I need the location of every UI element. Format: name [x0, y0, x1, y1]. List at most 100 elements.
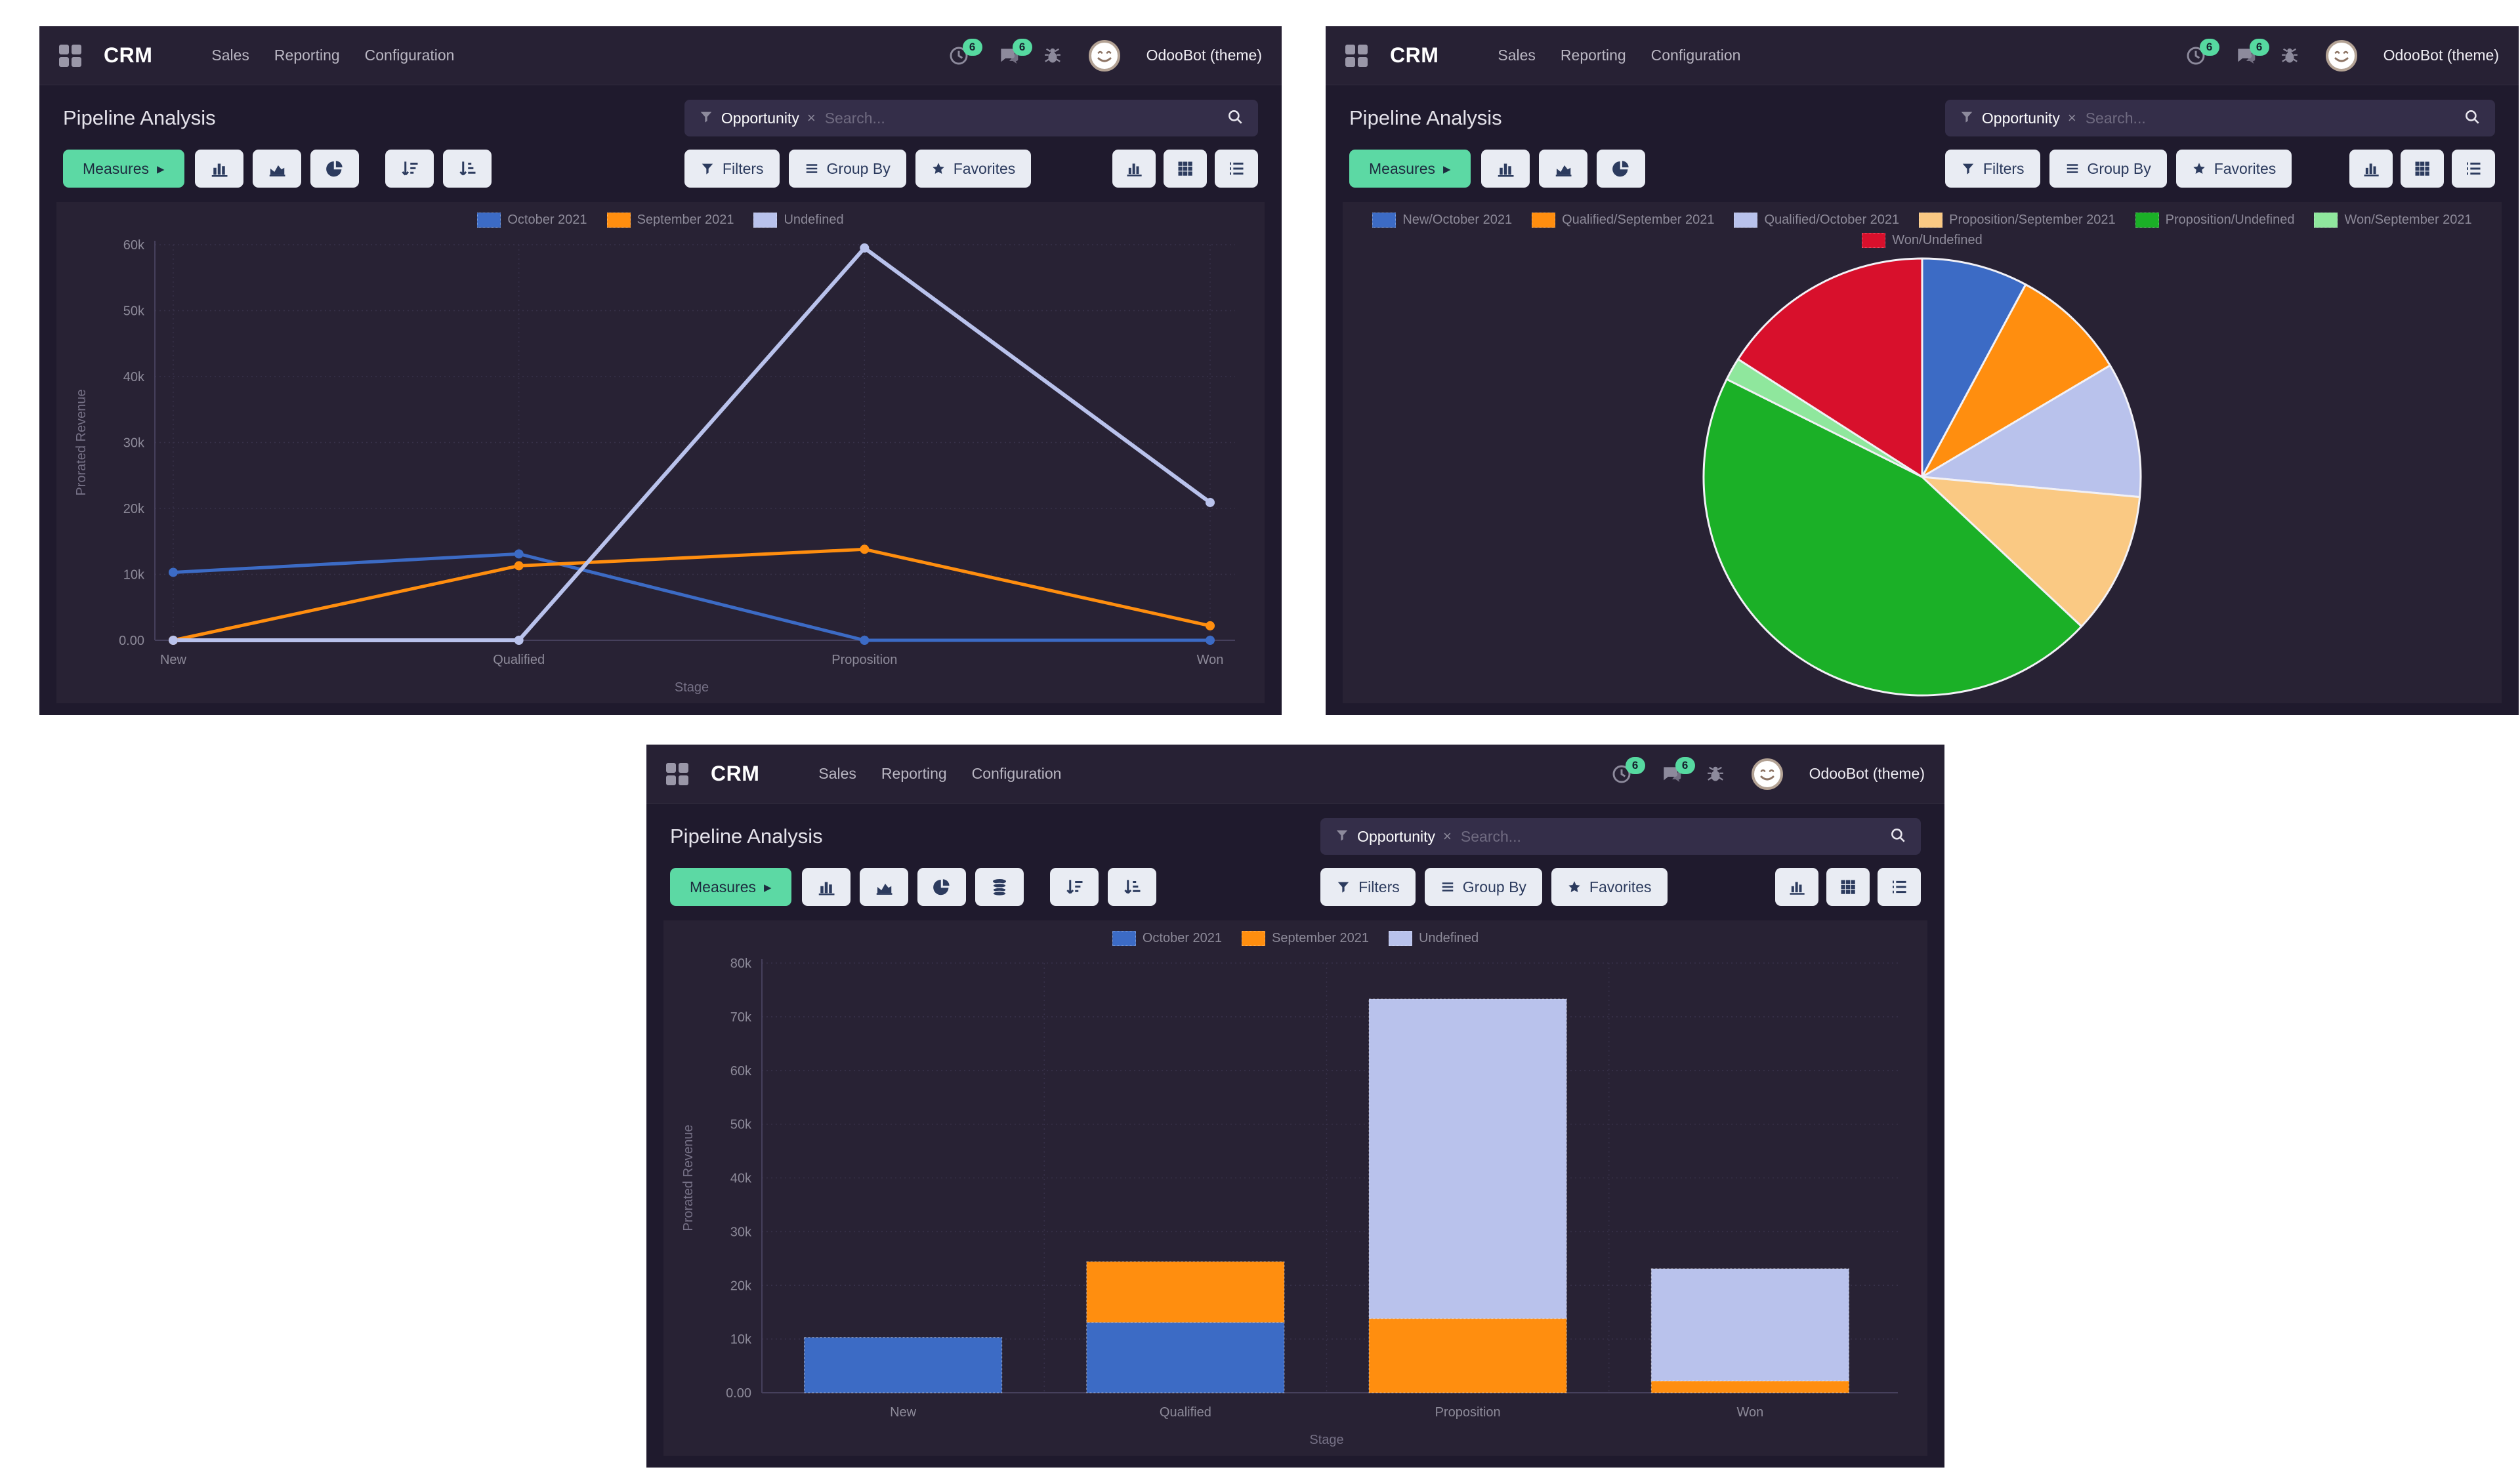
favorites-button[interactable]: Favorites	[2175, 150, 2292, 188]
list-view-button[interactable]	[1878, 868, 1921, 906]
legend-item[interactable]: Won/September 2021	[2314, 213, 2472, 228]
apps-menu-icon[interactable]	[1345, 44, 1368, 67]
list-view-button[interactable]	[1215, 150, 1258, 188]
pie-chart-button[interactable]	[310, 150, 359, 188]
menu-configuration[interactable]: Configuration	[971, 765, 1062, 782]
favorites-button[interactable]: Favorites	[915, 150, 1032, 188]
bar-chart-svg: 0.00 10k 20k 30k 40k 50k 60k 70k 80k New Qualified…	[681, 956, 1898, 1447]
legend-item[interactable]: Undefined	[753, 213, 844, 228]
pie-chart-button[interactable]	[1596, 150, 1645, 188]
legend-label: Proposition/September 2021	[1949, 213, 2116, 227]
legend-label: Undefined	[784, 213, 844, 227]
messages-icon[interactable]: 6	[1660, 756, 1695, 785]
graph-view-button[interactable]	[1112, 150, 1156, 188]
sort-descending-icon	[1066, 878, 1083, 894]
list-view-button[interactable]	[2452, 150, 2495, 188]
search-input[interactable]: Opportunity × Search...	[1320, 818, 1921, 855]
pivot-view-button[interactable]	[1826, 868, 1870, 906]
facet-remove-icon[interactable]: ×	[2067, 110, 2076, 126]
sort-descending-button[interactable]	[1049, 868, 1099, 906]
apps-menu-icon[interactable]	[666, 762, 688, 785]
menu-sales[interactable]: Sales	[818, 765, 856, 782]
legend-swatch	[2135, 213, 2159, 228]
menu-sales[interactable]: Sales	[211, 47, 249, 64]
debug-bug-icon[interactable]	[1043, 46, 1062, 66]
search-input[interactable]: Opportunity × Search...	[1944, 100, 2495, 136]
svg-text:Won: Won	[1736, 1405, 1763, 1420]
user-name[interactable]: OdooBot (theme)	[1809, 765, 1925, 782]
measures-button[interactable]: Measures ▸	[63, 150, 184, 188]
control-panel: Pipeline Analysis Opportunity × Search..…	[39, 85, 1282, 199]
legend-item[interactable]: Qualified/October 2021	[1734, 213, 1899, 228]
group-by-button[interactable]: Group By	[2049, 150, 2167, 188]
legend-item[interactable]: Proposition/September 2021	[1919, 213, 2116, 228]
pivot-view-button[interactable]	[1164, 150, 1207, 188]
legend-item[interactable]: New/October 2021	[1372, 213, 1512, 228]
search-magnifier-icon[interactable]	[2464, 108, 2481, 129]
messages-icon[interactable]: 6	[997, 38, 1032, 66]
svg-text:70k: 70k	[730, 1010, 752, 1025]
avatar[interactable]	[2325, 39, 2357, 72]
legend-item[interactable]: September 2021	[606, 213, 734, 228]
search-magnifier-icon[interactable]	[1227, 108, 1244, 129]
menu-configuration[interactable]: Configuration	[1650, 47, 1741, 64]
favorites-button[interactable]: Favorites	[1551, 868, 1668, 906]
stacked-toggle-button[interactable]	[975, 868, 1024, 906]
sort-ascending-button[interactable]	[1107, 868, 1156, 906]
graph-view-button[interactable]	[2349, 150, 2393, 188]
measures-button[interactable]: Measures ▸	[670, 868, 791, 906]
debug-bug-icon[interactable]	[2280, 46, 2300, 66]
group-by-button[interactable]: Group By	[788, 150, 906, 188]
filters-button[interactable]: Filters	[1944, 150, 2040, 188]
filters-button[interactable]: Filters	[1320, 868, 1416, 906]
graph-view-button[interactable]	[1775, 868, 1818, 906]
legend-item[interactable]: Undefined	[1388, 931, 1479, 946]
bar-chart-button[interactable]	[194, 150, 243, 188]
search-magnifier-icon[interactable]	[1889, 827, 1906, 847]
pie-chart-panel: New/October 2021 Qualified/September 2021…	[1343, 202, 2502, 703]
sort-ascending-button[interactable]	[442, 150, 492, 188]
svg-text:50k: 50k	[730, 1118, 752, 1132]
bar-chart-button[interactable]	[801, 868, 850, 906]
debug-bug-icon[interactable]	[1706, 764, 1725, 784]
apps-menu-icon[interactable]	[59, 44, 81, 67]
facet-remove-icon[interactable]: ×	[807, 110, 816, 126]
search-input[interactable]: Opportunity × Search...	[684, 100, 1258, 136]
menu-reporting[interactable]: Reporting	[1560, 47, 1626, 64]
menu-reporting[interactable]: Reporting	[881, 765, 947, 782]
control-panel: Pipeline Analysis Opportunity × Search..…	[1326, 85, 2519, 199]
legend-label: October 2021	[1142, 931, 1223, 945]
messages-icon[interactable]: 6	[2234, 38, 2269, 66]
filters-button[interactable]: Filters	[684, 150, 780, 188]
line-chart-button[interactable]	[252, 150, 301, 188]
legend-item[interactable]: October 2021	[1112, 931, 1222, 946]
line-chart-button[interactable]	[1538, 150, 1587, 188]
avatar[interactable]	[1088, 39, 1120, 72]
svg-text:30k: 30k	[123, 436, 145, 451]
activities-icon[interactable]: 6	[948, 38, 982, 66]
avatar[interactable]	[1751, 758, 1783, 790]
group-by-button[interactable]: Group By	[1424, 868, 1542, 906]
legend-item[interactable]: Qualified/September 2021	[1532, 213, 1714, 228]
search-facet: Opportunity	[721, 109, 799, 127]
activities-icon[interactable]: 6	[1611, 756, 1645, 785]
user-name[interactable]: OdooBot (theme)	[1146, 47, 1262, 64]
measures-button[interactable]: Measures ▸	[1349, 150, 1471, 188]
activities-icon[interactable]: 6	[2185, 38, 2219, 66]
legend-item[interactable]: Proposition/Undefined	[2135, 213, 2294, 228]
user-name[interactable]: OdooBot (theme)	[2383, 47, 2499, 64]
menu-reporting[interactable]: Reporting	[274, 47, 340, 64]
pivot-view-button[interactable]	[2401, 150, 2444, 188]
line-chart-button[interactable]	[859, 868, 908, 906]
facet-remove-icon[interactable]: ×	[1443, 828, 1452, 844]
app-title: CRM	[1390, 43, 1439, 67]
legend-item[interactable]: Won/Undefined	[1862, 233, 1983, 248]
legend-item[interactable]: October 2021	[477, 213, 587, 228]
menu-configuration[interactable]: Configuration	[364, 47, 455, 64]
sort-descending-button[interactable]	[385, 150, 434, 188]
pie-chart-button[interactable]	[917, 868, 966, 906]
legend-item[interactable]: September 2021	[1242, 931, 1369, 946]
bar-chart-button[interactable]	[1480, 150, 1530, 188]
legend-label: Undefined	[1418, 931, 1479, 945]
menu-sales[interactable]: Sales	[1498, 47, 1536, 64]
